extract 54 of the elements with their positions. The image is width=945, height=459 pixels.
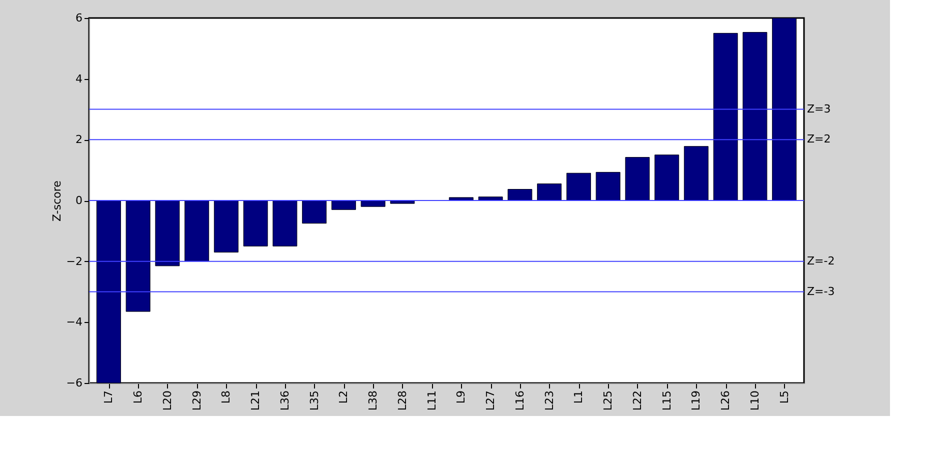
y-tick-label: 6 [76, 12, 82, 24]
y-tick-label: 0 [76, 194, 82, 207]
bar [126, 200, 150, 312]
bar [625, 157, 650, 201]
x-tick-label: L8 [220, 390, 233, 404]
bar [566, 172, 591, 201]
bar [713, 32, 738, 201]
bar [243, 200, 268, 246]
ref-line-label: Z=-2 [807, 254, 835, 268]
x-tick-label: L27 [484, 390, 498, 411]
y-tick-label: 4 [76, 72, 82, 86]
y-axis-title: Z-score [50, 180, 64, 222]
ref-line-label: Z=2 [807, 132, 831, 146]
x-tick-label: L36 [278, 390, 292, 411]
x-tick-label: L38 [366, 390, 380, 411]
bar [272, 200, 298, 246]
ref-line-label: Z=-3 [807, 284, 835, 298]
x-tick-label: L21 [249, 390, 262, 411]
bar [742, 32, 768, 201]
bar [684, 146, 708, 201]
bar [360, 200, 386, 207]
x-tick-label: L11 [425, 390, 438, 411]
y-tick-label: −4 [66, 316, 82, 329]
bar [596, 172, 620, 201]
bar [508, 188, 532, 201]
x-tick-label: L23 [542, 390, 556, 411]
bar [184, 200, 210, 262]
bar [302, 200, 327, 224]
bar [214, 200, 238, 252]
x-tick-label: L29 [190, 390, 204, 411]
bar [331, 200, 356, 210]
bar [155, 200, 180, 266]
ref-line-label: Z=3 [807, 102, 831, 116]
x-tick-label: L6 [132, 390, 145, 404]
x-tick-label: L28 [396, 390, 409, 411]
x-tick-label: L26 [719, 390, 732, 411]
x-tick-label: L20 [160, 390, 174, 411]
bar [654, 154, 680, 201]
x-tick-label: L1 [572, 390, 586, 404]
y-tick-label: 2 [76, 133, 82, 146]
x-tick-label: L35 [308, 390, 321, 411]
x-tick-label: L22 [630, 390, 644, 411]
x-tick-label: L19 [690, 390, 703, 411]
y-tick-label: −2 [66, 254, 82, 268]
x-tick-label: L9 [454, 390, 468, 404]
bar [537, 184, 562, 201]
x-tick-label: L16 [513, 390, 526, 411]
x-tick-label: L10 [748, 390, 762, 411]
y-tick-label: −6 [66, 376, 82, 390]
x-tick-label: L5 [778, 390, 791, 404]
x-tick-label: L7 [102, 390, 116, 404]
x-tick-label: L2 [337, 390, 350, 404]
x-tick-label: L15 [660, 390, 674, 411]
x-tick-label: L25 [602, 390, 615, 411]
